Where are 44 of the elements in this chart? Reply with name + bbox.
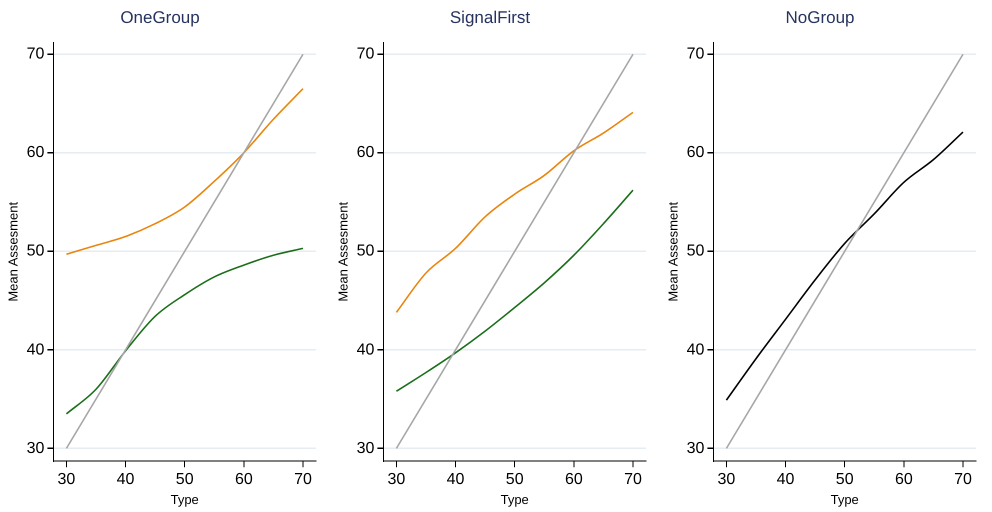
x-tick-label: 50 — [836, 471, 854, 488]
x-tick-label: 60 — [564, 471, 583, 488]
y-tick-label: 70 — [356, 46, 374, 63]
x-tick-label: 50 — [176, 471, 194, 488]
line-series — [66, 248, 304, 415]
x-tick-label: 40 — [776, 471, 795, 488]
y-axis-title: Mean Assesment — [335, 202, 350, 302]
x-axis-title: Type — [830, 492, 859, 507]
line-series — [726, 131, 964, 401]
x-axis-title: Type — [170, 492, 199, 507]
x-tick-label: 70 — [954, 471, 972, 488]
line-series — [396, 189, 634, 392]
x-tick-label: 60 — [894, 471, 913, 488]
y-tick-label: 50 — [686, 242, 704, 260]
x-tick-label: 50 — [506, 471, 524, 488]
y-tick-label: 40 — [26, 341, 44, 358]
x-tick-label: 60 — [234, 471, 253, 488]
y-tick-label: 70 — [686, 46, 704, 63]
y-tick-label: 70 — [26, 46, 44, 63]
y-tick-label: 30 — [356, 440, 374, 457]
x-tick-label: 40 — [116, 471, 135, 488]
x-tick-label: 30 — [718, 471, 736, 488]
y-axis-title: Mean Assesment — [5, 202, 20, 302]
x-tick-label: 40 — [446, 471, 465, 488]
x-axis-title: Type — [500, 492, 529, 507]
x-tick-label: 70 — [294, 471, 312, 488]
x-tick-label: 70 — [624, 471, 642, 488]
y-tick-label: 60 — [686, 144, 704, 162]
y-tick-label: 50 — [26, 242, 44, 260]
y-tick-label: 30 — [686, 440, 704, 457]
x-tick-label: 30 — [58, 471, 76, 488]
chart-title: OneGroup — [120, 8, 200, 27]
line-series — [66, 88, 304, 256]
y-axis-title: Mean Assesment — [665, 202, 680, 302]
y-tick-label: 60 — [26, 144, 44, 162]
y-tick-label: 40 — [356, 341, 374, 358]
y-tick-label: 60 — [356, 144, 374, 162]
x-tick-label: 30 — [388, 471, 406, 488]
line-series — [396, 112, 634, 314]
y-tick-label: 50 — [356, 242, 374, 260]
chart-title: SignalFirst — [450, 8, 530, 27]
y-tick-label: 30 — [26, 440, 44, 457]
y-tick-label: 40 — [686, 341, 704, 358]
chart-title: NoGroup — [786, 8, 854, 27]
